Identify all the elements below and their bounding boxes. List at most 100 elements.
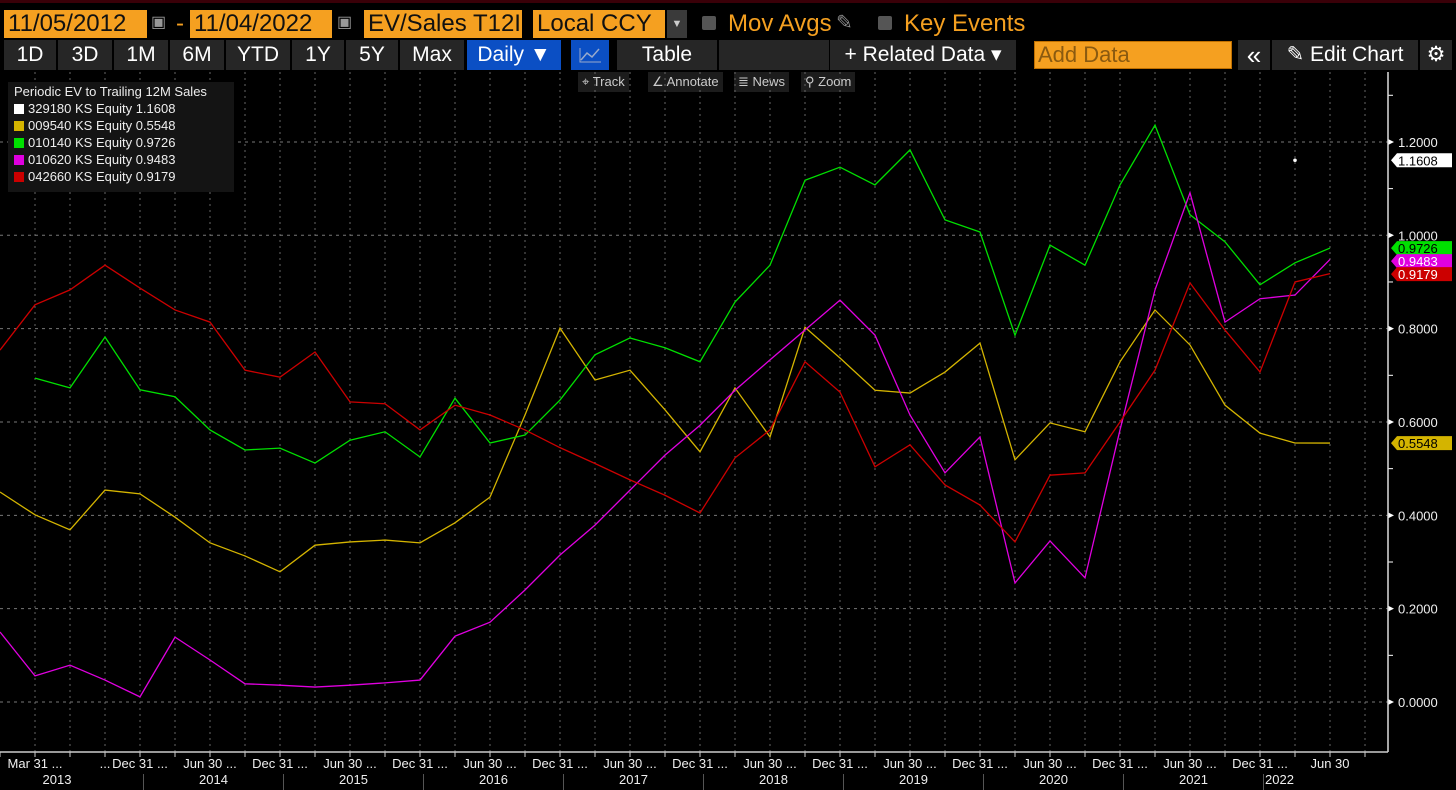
period-1y-button[interactable]: 1Y [292, 40, 344, 70]
legend-label: 042660 KS Equity 0.9179 [28, 169, 176, 184]
legend-item[interactable]: 010620 KS Equity 0.9483 [14, 152, 175, 167]
y-tick-label: 1.2000 [1398, 135, 1438, 150]
last-value-label: 0.5548 [1398, 436, 1438, 451]
x-tick-label: Jun 30 ... [183, 756, 236, 771]
y-tick [1388, 325, 1394, 332]
legend-item[interactable]: 009540 KS Equity 0.5548 [14, 118, 175, 133]
frequency-dropdown[interactable]: Daily ▼ [467, 40, 561, 70]
legend-item[interactable]: 010140 KS Equity 0.9726 [14, 135, 175, 150]
period-1d-button[interactable]: 1D [4, 40, 56, 70]
news-icon: ≣ [738, 74, 753, 89]
period-max-button[interactable]: Max [400, 40, 464, 70]
table-button[interactable]: Table [617, 40, 717, 70]
x-tick-label: Dec 31 ... [392, 756, 448, 771]
pencil-icon: ✎ [1286, 43, 1311, 66]
key-events-checkbox[interactable] [878, 16, 892, 30]
last-value-badge [1391, 241, 1452, 256]
last-value-badge [1391, 153, 1452, 168]
field-input[interactable]: EV/Sales T12I [364, 10, 522, 38]
year-label: 2020 [1039, 772, 1068, 787]
track-label: Track [592, 74, 625, 89]
x-tick-label: Jun 30 ... [323, 756, 376, 771]
year-label: 2018 [759, 772, 788, 787]
toolbar-spacer [719, 40, 829, 70]
last-value-label: 1.1608 [1398, 153, 1438, 168]
period-6m-button[interactable]: 6M [170, 40, 224, 70]
gear-icon[interactable]: ⚙ [1420, 40, 1452, 70]
collapse-button[interactable]: « [1238, 40, 1270, 70]
period-ytd-button[interactable]: YTD [226, 40, 290, 70]
related-data-button[interactable]: + Related Data ▾ [830, 40, 1016, 70]
pencil-icon[interactable]: ✎ [836, 12, 853, 34]
edit-chart-button[interactable]: ✎ Edit Chart [1272, 40, 1418, 70]
legend-item[interactable]: 329180 KS Equity 1.1608 [14, 101, 175, 116]
legend-label: 329180 KS Equity 1.1608 [28, 101, 176, 116]
x-tick-label: Jun 30 ... [743, 756, 796, 771]
mov-avgs-label[interactable]: Mov Avgs [728, 10, 832, 37]
y-tick [1388, 605, 1394, 612]
x-tick-label: ... [100, 756, 111, 771]
end-date-input[interactable]: 11/04/2022 [190, 10, 332, 38]
last-value-badge [1391, 436, 1452, 451]
x-tick-label: Dec 31 ... [252, 756, 308, 771]
news-tool[interactable]: ≣ News [734, 72, 790, 92]
last-value-label: 0.9726 [1398, 241, 1438, 256]
year-label: 2014 [199, 772, 228, 787]
x-tick-label: Jun 30 ... [463, 756, 516, 771]
year-label: 2021 [1179, 772, 1208, 787]
period-5y-button[interactable]: 5Y [346, 40, 398, 70]
x-tick-label: Dec 31 ... [812, 756, 868, 771]
x-tick-label: Mar 31 ... [8, 756, 63, 771]
y-tick-label: 1.0000 [1398, 228, 1438, 243]
x-tick-label: Dec 31 ... [1232, 756, 1288, 771]
key-events-label[interactable]: Key Events [904, 10, 1026, 37]
y-tick-label: 0.0000 [1398, 695, 1438, 710]
x-tick-label: Jun 30 ... [883, 756, 936, 771]
zoom-tool[interactable]: ⚲ Zoom [801, 72, 856, 92]
last-value-label: 0.9179 [1398, 267, 1438, 282]
x-tick-label: Dec 31 ... [672, 756, 728, 771]
year-label: 2019 [899, 772, 928, 787]
y-tick [1388, 512, 1394, 519]
legend-item[interactable]: 042660 KS Equity 0.9179 [14, 169, 175, 184]
annotate-tool[interactable]: ∠ Annotate [648, 72, 723, 92]
currency-select[interactable]: Local CCY [533, 10, 665, 38]
magnifier-icon: ⚲ [805, 74, 819, 89]
period-3d-button[interactable]: 3D [58, 40, 112, 70]
y-tick-label: 0.8000 [1398, 322, 1438, 337]
legend-label: 010140 KS Equity 0.9726 [28, 135, 176, 150]
line-chart-icon[interactable] [571, 40, 609, 70]
year-label: 2013 [43, 772, 72, 787]
y-tick [1388, 138, 1394, 145]
chevron-down-icon[interactable]: ▼ [667, 10, 687, 38]
legend-title: Periodic EV to Trailing 12M Sales [14, 84, 207, 99]
last-value-label: 0.9483 [1398, 254, 1438, 269]
legend-swatch [14, 138, 24, 148]
year-label: 2022 [1265, 772, 1294, 787]
y-tick [1388, 699, 1394, 705]
y-tick-label: 0.4000 [1398, 508, 1438, 523]
x-tick-label: Dec 31 ... [532, 756, 588, 771]
x-tick-label: Jun 30 ... [603, 756, 656, 771]
calendar-icon[interactable]: ▣ [337, 14, 353, 31]
last-value-badge [1391, 254, 1452, 269]
x-tick-label: Dec 31 ... [1092, 756, 1148, 771]
add-data-input[interactable]: Add Data [1034, 41, 1232, 69]
x-tick-label: Dec 31 ... [952, 756, 1008, 771]
mov-avgs-checkbox[interactable] [702, 16, 716, 30]
track-tool[interactable]: ⌖ Track [578, 72, 629, 92]
y-tick [1388, 418, 1394, 425]
date-separator: - [176, 10, 184, 37]
chart-legend: Periodic EV to Trailing 12M Sales 329180… [8, 82, 234, 192]
news-label: News [752, 74, 786, 89]
data-point [1293, 158, 1297, 163]
period-1m-button[interactable]: 1M [114, 40, 168, 70]
last-value-badge [1391, 267, 1452, 282]
calendar-icon[interactable]: ▣ [151, 14, 167, 31]
edit-chart-label: Edit Chart [1310, 43, 1404, 66]
annotate-icon: ∠ [652, 74, 667, 89]
year-label: 2015 [339, 772, 368, 787]
y-tick-label: 0.2000 [1398, 602, 1438, 617]
start-date-input[interactable]: 11/05/2012 [4, 10, 147, 38]
